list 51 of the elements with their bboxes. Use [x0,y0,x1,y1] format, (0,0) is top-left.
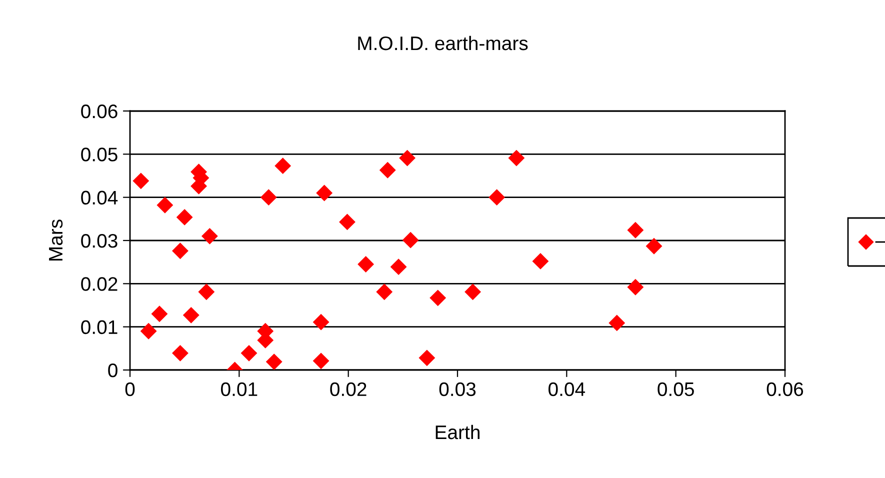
x-tick-label: 0.04 [548,382,586,396]
point [140,322,157,340]
point [151,306,168,322]
point [132,172,150,190]
point [646,238,662,254]
point [201,228,218,244]
point [399,150,416,166]
point [532,253,549,270]
point [627,222,644,238]
point [172,242,188,260]
point [260,189,277,206]
point [316,184,333,202]
point [379,162,396,178]
x-tick-label: 0.02 [330,382,366,396]
point [390,258,407,276]
y-tick-label: 0.06 [81,104,118,118]
x-tick-label: 0 [125,382,135,396]
chart-title: M.O.I.D. earth-mars [358,36,528,50]
point [508,150,525,166]
point [376,284,393,300]
y-tick-label: 0.03 [81,234,118,248]
point [312,352,330,370]
x-tick-label: 0.01 [221,382,258,396]
point [418,350,436,366]
point [627,278,644,296]
point [266,354,282,370]
point [182,306,200,324]
y-tick-label: 0.05 [81,148,118,162]
x-axis-title: Earth [436,424,480,440]
point [488,189,506,206]
x-tick-label: 0.06 [766,382,804,396]
point [430,290,446,306]
y-tick-label: 0.01 [81,320,118,334]
x-tick-label: 0.03 [439,382,476,396]
point [464,284,481,300]
x-tick-label: 0.05 [658,382,694,396]
point [198,284,215,300]
point [274,158,292,174]
point [402,232,419,248]
point [176,208,193,226]
point [608,314,626,332]
point [339,214,356,230]
y-tick-label: 0 [108,363,118,378]
point [156,196,174,214]
y-tick-label: 0.02 [81,277,118,291]
point [240,344,258,362]
y-axis-title: Mars [49,220,63,261]
point [358,256,374,272]
point [312,314,330,330]
y-tick-label: 0.04 [81,190,118,205]
point [172,344,188,362]
